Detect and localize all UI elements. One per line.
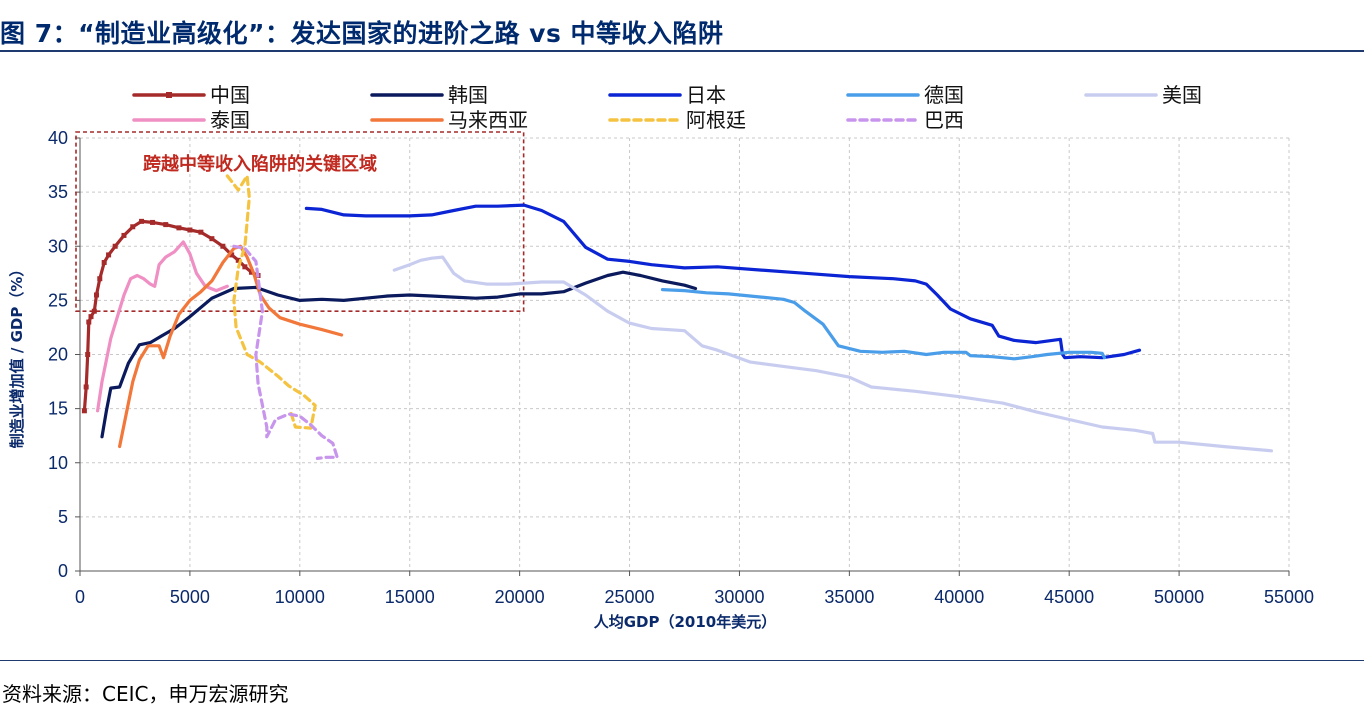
- y-tick-label: 40: [48, 128, 68, 148]
- key-zone-label: 跨越中等收入陷阱的关键区域: [143, 153, 377, 175]
- series-marker: [85, 352, 91, 357]
- y-tick-label: 35: [48, 182, 68, 202]
- series-marker: [93, 292, 99, 298]
- series-line: [100, 270, 698, 439]
- x-axis-title: 人均GDP（2010年美元）: [594, 613, 777, 631]
- y-axis-title: 制造业增加值 / GDP（%）: [8, 262, 26, 449]
- legend-label: 韩国: [448, 83, 488, 107]
- footer-divider: [0, 660, 1364, 661]
- legend-label: 巴西: [924, 108, 964, 132]
- series-marker: [83, 384, 89, 390]
- series-marker: [242, 264, 248, 270]
- series-line: [660, 288, 1106, 361]
- axes: [75, 137, 1290, 576]
- x-tick-label: 20000: [495, 587, 545, 607]
- y-tick-label: 30: [48, 236, 68, 256]
- title-divider: [0, 50, 1364, 52]
- legend-marker: [166, 92, 172, 98]
- x-tick-label: 5000: [170, 587, 210, 607]
- series-marker: [86, 319, 92, 325]
- series-marker: [248, 269, 254, 275]
- series-marker: [121, 232, 127, 238]
- x-tick-label: 45000: [1044, 587, 1094, 607]
- x-tick-label: 10000: [275, 587, 325, 607]
- y-tick-label: 15: [48, 399, 68, 419]
- series-marker: [220, 243, 226, 249]
- line-chart: 0 5 10 15 20 25 30 35 40 0 5000 10000 15000 20000 250…: [8, 83, 1314, 631]
- legend-label: 阿根廷: [686, 108, 746, 132]
- x-tick-label: 30000: [714, 587, 764, 607]
- series-marker: [88, 314, 94, 320]
- series-marker: [81, 408, 87, 414]
- x-tick-label: 15000: [385, 587, 435, 607]
- legend-label: 德国: [924, 83, 964, 107]
- y-tick-label: 0: [58, 561, 68, 581]
- series-marker: [91, 308, 97, 314]
- legend-label: 泰国: [210, 108, 250, 132]
- series-marker: [163, 222, 169, 228]
- legend-label: 马来西亚: [448, 108, 528, 132]
- series-marker: [106, 252, 112, 258]
- series-marker: [101, 259, 107, 265]
- series-marker: [229, 252, 235, 258]
- y-tick-label: 10: [48, 453, 68, 473]
- y-tick-label: 25: [48, 290, 68, 310]
- x-tick-label: 0: [75, 587, 85, 607]
- legend-label: 日本: [686, 83, 726, 107]
- series-line: [392, 255, 1273, 453]
- y-tick-label: 5: [58, 507, 68, 527]
- series-marker: [209, 236, 215, 242]
- series-marker: [198, 229, 204, 235]
- series-marker: [150, 219, 156, 225]
- series-lines: [81, 174, 1273, 460]
- y-axis-ticks: 0 5 10 15 20 25 30 35 40: [48, 128, 68, 581]
- legend-label: 中国: [210, 83, 250, 107]
- legend-label: 美国: [1162, 83, 1202, 107]
- series-line: [304, 203, 1142, 360]
- y-tick-label: 20: [48, 345, 68, 365]
- key-zone-box: [75, 131, 525, 312]
- x-tick-label: 25000: [605, 587, 655, 607]
- grid-lines: [80, 137, 1290, 571]
- series-line: [118, 244, 344, 449]
- series-marker: [235, 257, 241, 263]
- series-marker: [97, 276, 103, 282]
- x-tick-label: 40000: [934, 587, 984, 607]
- source-note: 资料来源：CEIC，申万宏源研究: [2, 682, 289, 706]
- x-axis-ticks: 0 5000 10000 15000 20000 25000 30000 35000 40000…: [75, 587, 1314, 607]
- x-tick-label: 55000: [1264, 587, 1314, 607]
- x-tick-label: 35000: [824, 587, 874, 607]
- series-marker: [112, 243, 118, 249]
- series-marker: [176, 225, 182, 231]
- series-marker: [130, 224, 136, 230]
- series-line: [96, 240, 229, 413]
- series-line: [225, 174, 317, 430]
- x-tick-label: 50000: [1154, 587, 1204, 607]
- chart-title: 图 7：“制造业高级化”：发达国家的进阶之路 vs 中等收入陷阱: [0, 19, 724, 48]
- series-marker: [187, 227, 193, 233]
- series-marker: [139, 218, 145, 224]
- series-line: [232, 244, 339, 460]
